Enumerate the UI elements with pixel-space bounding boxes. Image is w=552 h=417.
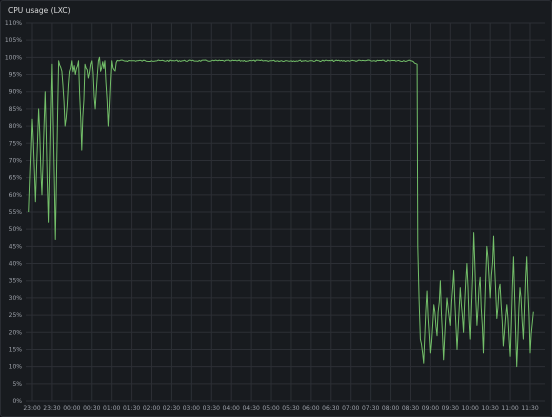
x-tick-label: 05:30 bbox=[282, 405, 299, 412]
x-tick-label: 07:30 bbox=[362, 405, 379, 412]
x-tick-label: 02:30 bbox=[163, 405, 180, 412]
grid-lines bbox=[26, 22, 545, 402]
y-tick-label: 35% bbox=[9, 278, 23, 285]
y-tick-label: 80% bbox=[9, 123, 23, 130]
x-tick-label: 03:30 bbox=[203, 405, 220, 412]
y-tick-label: 20% bbox=[9, 329, 23, 336]
y-tick-label: 75% bbox=[9, 140, 23, 147]
panel-title: CPU usage (LXC) bbox=[8, 6, 71, 15]
y-tick-label: 15% bbox=[9, 346, 23, 353]
x-tick-label: 03:00 bbox=[183, 405, 200, 412]
x-tick-label: 07:00 bbox=[342, 405, 359, 412]
y-tick-label: 90% bbox=[9, 89, 23, 96]
x-tick-label: 01:30 bbox=[123, 405, 140, 412]
x-tick-label: 08:00 bbox=[382, 405, 399, 412]
x-tick-label: 04:00 bbox=[223, 405, 240, 412]
x-tick-label: 06:30 bbox=[322, 405, 339, 412]
y-tick-label: 95% bbox=[9, 72, 23, 79]
y-tick-label: 5% bbox=[12, 381, 22, 388]
y-tick-label: 45% bbox=[9, 243, 23, 250]
x-tick-label: 10:00 bbox=[462, 405, 479, 412]
y-tick-label: 100% bbox=[5, 54, 22, 61]
x-tick-label: 11:00 bbox=[501, 405, 518, 412]
y-tick-label: 0% bbox=[12, 398, 22, 405]
x-tick-label: 06:00 bbox=[302, 405, 319, 412]
x-tick-label: 00:30 bbox=[83, 405, 100, 412]
y-tick-label: 10% bbox=[9, 364, 23, 371]
y-tick-label: 55% bbox=[9, 209, 23, 216]
x-tick-label: 05:00 bbox=[262, 405, 279, 412]
x-axis-ticks: 23:00 23:30 00:00 00:30 01:00 01:30 02:00 02:30… bbox=[23, 405, 538, 412]
y-tick-label: 85% bbox=[9, 106, 23, 113]
y-tick-label: 65% bbox=[9, 175, 23, 182]
x-tick-label: 04:30 bbox=[242, 405, 259, 412]
x-tick-label: 09:00 bbox=[422, 405, 439, 412]
x-tick-label: 08:30 bbox=[402, 405, 419, 412]
x-tick-label: 10:30 bbox=[482, 405, 499, 412]
x-tick-label: 02:00 bbox=[143, 405, 160, 412]
x-tick-label: 11:30 bbox=[521, 405, 538, 412]
series-line[interactable] bbox=[28, 56, 534, 368]
x-tick-label: 23:30 bbox=[43, 405, 60, 412]
y-tick-label: 40% bbox=[9, 261, 23, 268]
y-tick-label: 50% bbox=[9, 226, 23, 233]
y-tick-label: 110% bbox=[5, 20, 22, 27]
y-axis-ticks: 0% 5% 10% 15% 20% 25% 30% 35% 40% 45% 50% 55% 60% 65%… bbox=[5, 20, 22, 405]
y-tick-label: 105% bbox=[5, 37, 22, 44]
x-tick-label: 09:30 bbox=[442, 405, 459, 412]
x-tick-label: 23:00 bbox=[23, 405, 40, 412]
y-tick-label: 60% bbox=[9, 192, 23, 199]
series-layer bbox=[28, 56, 534, 368]
y-tick-label: 25% bbox=[9, 312, 23, 319]
x-tick-label: 00:00 bbox=[63, 405, 80, 412]
y-tick-label: 70% bbox=[9, 157, 23, 164]
y-tick-label: 30% bbox=[9, 295, 23, 302]
x-tick-label: 01:00 bbox=[103, 405, 120, 412]
